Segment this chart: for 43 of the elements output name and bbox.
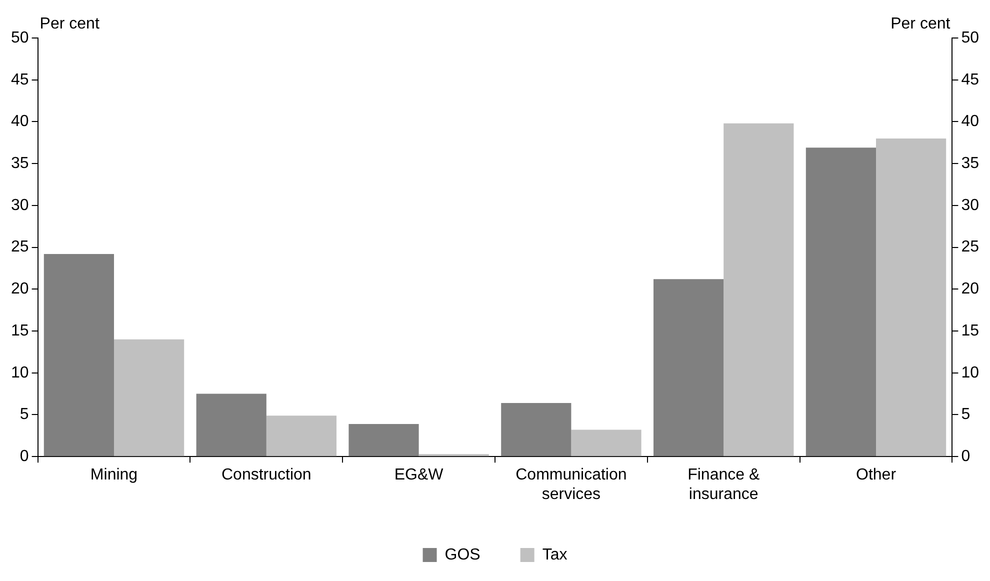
y-axis-title: Per cent [40, 15, 100, 32]
y-tick-label: 0 [20, 448, 29, 466]
y-tick-label: 20 [11, 280, 29, 298]
bar [114, 339, 184, 456]
y2-tick-label: 20 [961, 280, 980, 298]
y-tick-label: 40 [11, 113, 29, 130]
y-tick-label: 25 [11, 238, 29, 256]
x-tick-label: Communication services [516, 466, 627, 503]
y2-tick-label: 45 [961, 71, 980, 88]
y-tick-label: 35 [11, 154, 29, 172]
bar [501, 403, 572, 456]
y2-tick-label: 0 [961, 448, 970, 466]
legend-label: Tax [542, 546, 568, 564]
x-tick-label: Other [856, 466, 897, 484]
y2-tick-label: 25 [961, 238, 980, 256]
bar [266, 416, 337, 456]
y2-tick-label: 10 [961, 364, 980, 382]
y2-tick-label: 50 [961, 29, 980, 46]
x-tick-label: Construction [221, 466, 312, 484]
x-tick-label: Finance & insurance [688, 466, 760, 503]
y2-tick-label: 30 [961, 196, 980, 214]
y2-tick-label: 40 [961, 113, 980, 130]
bar [348, 424, 419, 456]
bar [653, 279, 724, 456]
y-tick-label: 5 [20, 406, 29, 424]
bar [44, 254, 114, 456]
y-tick-label: 10 [11, 364, 29, 382]
y-tick-label: 15 [11, 322, 29, 340]
bar [196, 394, 266, 456]
y-tick-label: 30 [11, 196, 29, 214]
y2-tick-label: 15 [961, 322, 980, 340]
y2-tick-label: 5 [961, 406, 970, 424]
y-tick-label: 45 [11, 71, 29, 88]
x-tick-label: Mining [90, 466, 138, 484]
x-tick-label: EG&W [394, 466, 444, 484]
bar [571, 430, 642, 456]
y-tick-label: 50 [11, 29, 29, 46]
y2-axis-title: Per cent [890, 15, 951, 32]
bar [724, 123, 794, 456]
bar [876, 138, 946, 456]
legend-label: GOS [444, 546, 480, 564]
y2-tick-label: 35 [961, 154, 980, 172]
bar [806, 148, 876, 456]
